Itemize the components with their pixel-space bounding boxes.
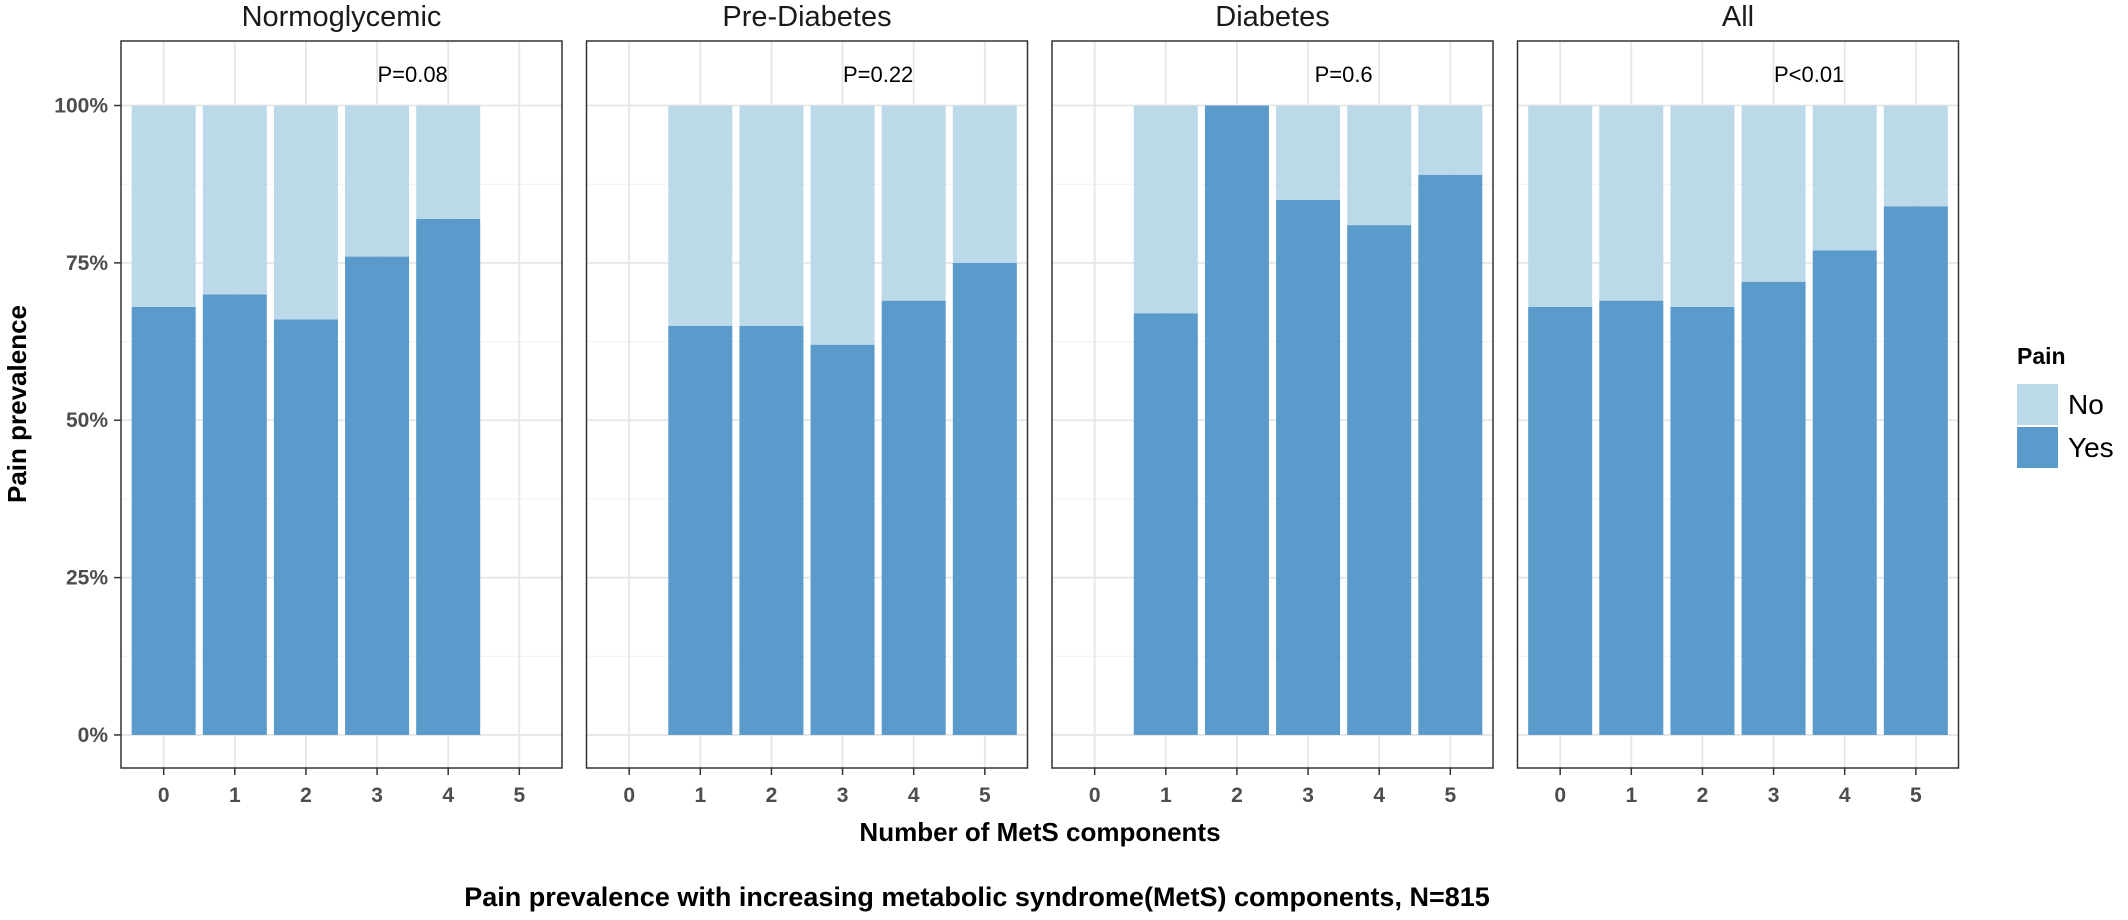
panel-all: P<0.01 All 0 1 2 3 4 5 xyxy=(1516,1,1960,807)
bar-normoglycemic-3-no xyxy=(345,105,410,257)
p-value-annotation: P<0.01 xyxy=(1774,62,1844,87)
y-tick-label: 0% xyxy=(78,724,109,747)
bar-all-1-no xyxy=(1599,105,1664,301)
bar-normoglycemic-4-no xyxy=(416,105,481,219)
panel-diabetes: P=0.6 Diabetes 0 1 2 3 4 5 xyxy=(1051,1,1494,807)
bar-all-1-yes xyxy=(1599,300,1664,735)
x-tick-label: 4 xyxy=(1839,784,1851,807)
x-tick-label: 0 xyxy=(1554,784,1566,807)
panel-title: Pre-Diabetes xyxy=(722,1,891,33)
bar-pre-diabetes-3-yes xyxy=(810,344,875,735)
panel-border xyxy=(120,40,563,769)
bar-diabetes-3-yes xyxy=(1276,199,1341,735)
x-tick-label: 3 xyxy=(1768,784,1780,807)
bar-diabetes-5-yes xyxy=(1418,174,1483,735)
bar-diabetes-2-yes xyxy=(1204,105,1269,735)
panel-title: Normoglycemic xyxy=(242,1,442,33)
legend-key-yes xyxy=(2017,427,2058,468)
panel-normoglycemic: P=0.08 Normoglycemic 0 1 2 3 4 5 xyxy=(120,1,563,807)
x-tick-label: 3 xyxy=(837,784,849,807)
bar-diabetes-4-yes xyxy=(1347,225,1412,735)
bar-all-5-yes xyxy=(1883,206,1948,735)
bar-pre-diabetes-1-no xyxy=(668,105,733,326)
y-axis: 0% 25% 50% 75% 100% xyxy=(54,95,121,747)
x-tick-label: 1 xyxy=(1160,784,1172,807)
panel-border xyxy=(1516,40,1960,769)
bar-pre-diabetes-2-yes xyxy=(739,325,804,735)
x-tick-label: 0 xyxy=(1089,784,1101,807)
x-tick-label: 4 xyxy=(442,784,454,807)
panel-border xyxy=(1051,40,1494,769)
legend-label-no: No xyxy=(2068,389,2104,420)
bar-diabetes-3-no xyxy=(1276,105,1341,200)
y-axis-title: Pain prevalence xyxy=(2,305,32,503)
bar-normoglycemic-0-no xyxy=(131,105,196,307)
x-tick-label: 5 xyxy=(1910,784,1922,807)
bar-pre-diabetes-4-no xyxy=(881,105,946,301)
bar-all-4-yes xyxy=(1812,250,1877,735)
x-tick-label: 3 xyxy=(1302,784,1314,807)
p-value-annotation: P=0.22 xyxy=(843,62,913,87)
bar-normoglycemic-3-yes xyxy=(345,256,410,735)
panel-pre-diabetes: P=0.22 Pre-Diabetes 0 1 2 3 4 5 xyxy=(585,1,1029,807)
x-tick-label: 1 xyxy=(229,784,241,807)
bar-normoglycemic-0-yes xyxy=(131,306,196,735)
bar-diabetes-4-no xyxy=(1347,105,1412,226)
bar-pre-diabetes-5-yes xyxy=(952,262,1017,735)
bar-pre-diabetes-3-no xyxy=(810,105,875,345)
x-tick-label: 1 xyxy=(694,784,706,807)
x-tick-label: 5 xyxy=(1444,784,1456,807)
panel-title: Diabetes xyxy=(1215,1,1329,33)
x-tick-label: 5 xyxy=(513,784,525,807)
bar-normoglycemic-2-no xyxy=(273,105,338,320)
panel-title: All xyxy=(1722,1,1754,33)
bar-normoglycemic-4-yes xyxy=(416,218,481,735)
bar-normoglycemic-1-yes xyxy=(202,294,267,735)
bar-all-2-no xyxy=(1670,105,1735,307)
bar-normoglycemic-1-no xyxy=(202,105,267,295)
p-value-annotation: P=0.6 xyxy=(1315,62,1373,87)
bar-pre-diabetes-2-no xyxy=(739,105,804,326)
y-tick-label: 100% xyxy=(54,95,108,118)
x-tick-label: 2 xyxy=(300,784,312,807)
bar-diabetes-1-yes xyxy=(1133,313,1198,735)
panel-border xyxy=(585,40,1029,769)
x-tick-label: 1 xyxy=(1625,784,1637,807)
y-tick-label: 75% xyxy=(66,252,108,275)
bar-all-4-no xyxy=(1812,105,1877,251)
bar-diabetes-5-no xyxy=(1418,105,1483,175)
legend: Pain No Yes xyxy=(2017,343,2114,468)
bar-pre-diabetes-5-no xyxy=(952,105,1017,263)
legend-title: Pain xyxy=(2017,343,2066,369)
x-tick-label: 2 xyxy=(1697,784,1709,807)
facet-panels: P=0.08 Normoglycemic 0 1 2 3 4 5 P=0.22 Pre-Diabe… xyxy=(120,1,1960,807)
x-tick-label: 3 xyxy=(371,784,383,807)
x-tick-label: 4 xyxy=(908,784,920,807)
bar-normoglycemic-2-yes xyxy=(273,319,338,735)
legend-label-yes: Yes xyxy=(2068,432,2114,463)
bar-all-5-no xyxy=(1883,105,1948,207)
bar-all-3-yes xyxy=(1741,281,1806,735)
x-tick-label: 0 xyxy=(623,784,635,807)
x-axis-title: Number of MetS components xyxy=(859,817,1220,847)
figure-caption: Pain prevalence with increasing metaboli… xyxy=(464,882,1490,912)
bar-all-2-yes xyxy=(1670,306,1735,735)
y-tick-label: 25% xyxy=(66,567,108,590)
p-value-annotation: P=0.08 xyxy=(377,62,447,87)
legend-key-no xyxy=(2017,384,2058,425)
bar-pre-diabetes-4-yes xyxy=(881,300,946,735)
bar-all-0-yes xyxy=(1528,306,1593,735)
x-tick-label: 0 xyxy=(158,784,170,807)
y-tick-label: 50% xyxy=(66,409,108,432)
x-tick-label: 2 xyxy=(766,784,778,807)
x-tick-label: 4 xyxy=(1373,784,1385,807)
bar-diabetes-1-no xyxy=(1133,105,1198,314)
x-tick-label: 2 xyxy=(1231,784,1243,807)
bar-pre-diabetes-1-yes xyxy=(668,325,733,735)
bar-all-0-no xyxy=(1528,105,1593,307)
x-tick-label: 5 xyxy=(979,784,991,807)
bar-all-3-no xyxy=(1741,105,1806,282)
